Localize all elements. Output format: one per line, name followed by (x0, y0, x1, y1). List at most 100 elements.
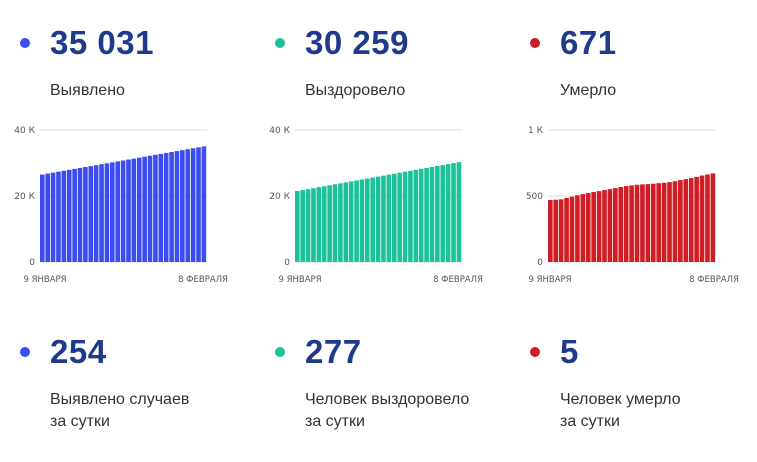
bar (683, 179, 689, 262)
bar (435, 166, 440, 262)
bar (424, 167, 429, 262)
recovered-total-value: 30 259 (305, 24, 409, 61)
bar (196, 147, 201, 262)
bar (348, 181, 354, 262)
bar (618, 187, 624, 262)
bar (402, 171, 408, 262)
bar (569, 196, 575, 262)
bar (365, 178, 370, 262)
bar (158, 153, 164, 262)
bar (305, 189, 311, 262)
bar (295, 191, 300, 262)
bar (169, 152, 174, 262)
died-daily-value: 5 (560, 333, 579, 370)
chart-recovered: 0 20 К 40 К 9 ЯНВАРЯ 8 ФЕВРАЛЯ (255, 120, 500, 290)
bar (316, 187, 322, 262)
bar (440, 165, 446, 262)
bar (126, 159, 131, 262)
bar (56, 171, 61, 262)
bar (705, 174, 710, 262)
bar (136, 157, 142, 262)
x-tick-label-end: 8 ФЕВРАЛЯ (178, 275, 228, 285)
died-daily-label-line2: за сутки (560, 413, 620, 430)
bar (375, 176, 381, 262)
died-daily-dot-icon (530, 347, 540, 357)
bar (613, 188, 618, 262)
bar (190, 148, 196, 262)
bar (354, 180, 359, 262)
bar (688, 178, 694, 262)
bar (623, 186, 629, 262)
bar (99, 164, 104, 262)
x-tick-label-end: 8 ФЕВРАЛЯ (433, 275, 483, 285)
bar (634, 184, 640, 262)
chart-died: 0 500 1 К 9 ЯНВАРЯ 8 ФЕВРАЛЯ (510, 120, 755, 290)
y-tick-label: 20 К (269, 192, 290, 202)
detected-daily-label-line1: Выявлено случаев (50, 391, 190, 408)
bar (50, 172, 56, 262)
y-tick-label: 0 (537, 258, 543, 268)
bar (710, 173, 716, 262)
bar (131, 158, 137, 262)
bar (327, 185, 332, 262)
bar (661, 182, 667, 262)
bar (185, 149, 191, 262)
bar (548, 199, 553, 262)
chart-detected: 0 20 К 40 К 9 ЯНВАРЯ 8 ФЕВРАЛЯ (0, 120, 245, 290)
bar (77, 167, 83, 262)
bar (553, 199, 559, 262)
y-tick-label: 40 К (269, 126, 290, 136)
bar (445, 164, 451, 262)
x-tick-label-start: 9 ЯНВАРЯ (23, 275, 66, 285)
bar (45, 173, 50, 262)
bar (104, 163, 110, 262)
bar (640, 184, 645, 262)
detected-daily-dot-icon (20, 347, 30, 357)
recovered-daily-value: 277 (305, 333, 362, 370)
bar (585, 193, 591, 262)
chart-recovered-svg: 0 20 К 40 К 9 ЯНВАРЯ 8 ФЕВРАЛЯ (269, 126, 483, 285)
recovered-daily-label-line2: за сутки (305, 413, 365, 430)
bar (163, 152, 169, 262)
y-tick-label: 20 К (14, 192, 35, 202)
y-tick-label: 1 К (528, 126, 544, 136)
y-tick-label: 0 (29, 258, 35, 268)
bar (110, 162, 115, 262)
detected-daily-label-line2: за сутки (50, 413, 110, 430)
bar (580, 194, 586, 262)
bar (332, 184, 338, 262)
x-tick-label-start: 9 ЯНВАРЯ (278, 275, 321, 285)
bar (413, 169, 419, 262)
bar (591, 192, 596, 262)
bar (120, 160, 126, 262)
bar (201, 146, 207, 262)
detected-dot-icon (20, 38, 30, 48)
bar (93, 165, 99, 262)
recovered-dot-icon (275, 38, 285, 48)
bar (386, 174, 392, 262)
bar (115, 161, 121, 262)
bar (343, 182, 349, 262)
recovered-daily-label-line1: Человек выздоровело (305, 391, 470, 408)
recovered-daily-dot-icon (275, 347, 285, 357)
died-daily-label-line1: Человек умерло (560, 391, 681, 408)
bar (40, 174, 45, 262)
bar (629, 185, 634, 262)
bar (338, 183, 343, 262)
bar (564, 197, 569, 262)
bar (88, 166, 94, 262)
bar (667, 182, 672, 262)
bar (456, 162, 462, 262)
y-tick-label: 500 (526, 192, 543, 202)
bar (311, 188, 316, 262)
bar (672, 181, 678, 262)
detected-total-label: Выявлено (50, 82, 125, 99)
bar (418, 168, 424, 262)
chart-detected-svg: 0 20 К 40 К 9 ЯНВАРЯ 8 ФЕВРАЛЯ (14, 126, 228, 285)
bar (656, 183, 662, 262)
chart-died-svg: 0 500 1 К 9 ЯНВАРЯ 8 ФЕВРАЛЯ (526, 126, 739, 285)
bar (645, 184, 651, 262)
bar (391, 173, 397, 262)
x-tick-label-start: 9 ЯНВАРЯ (528, 275, 571, 285)
bar (72, 168, 77, 262)
